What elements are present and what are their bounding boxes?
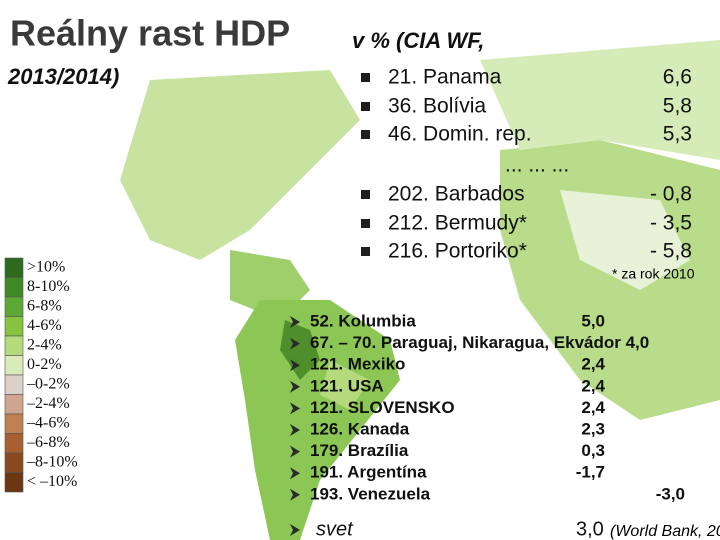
item-value: 0,3 [581, 441, 605, 460]
item-label: 121. Mexiko [310, 355, 405, 374]
subtitle: v % (CIA WF, [352, 28, 484, 53]
title: Reálny rast HDP [10, 13, 290, 54]
legend-swatch [4, 355, 24, 376]
item-label: 36. Bolívia [388, 95, 486, 118]
legend-label: 4-6% [27, 317, 62, 334]
item-label: 67. – 70. Paraguaj, Nikaragua, Ekvádor 4… [310, 333, 649, 352]
footnote: * za rok 2010 [612, 266, 695, 282]
arrow-bullet [290, 402, 300, 415]
item-label: 212. Bermudy* [388, 212, 527, 235]
bullet [361, 102, 370, 111]
legend-label: –2-4% [26, 395, 70, 412]
item-label: 193. Venezuela [310, 484, 431, 503]
legend-swatch [4, 257, 24, 278]
bullet [361, 130, 370, 139]
south-america-shape [235, 300, 400, 540]
legend-label: 0-2% [27, 356, 62, 373]
item-value: - 5,8 [650, 240, 692, 263]
item-value: 2,4 [581, 398, 605, 417]
legend-label: –6-8% [26, 434, 70, 451]
legend-label: 6-8% [27, 298, 62, 315]
item-value: 5,3 [663, 123, 692, 146]
legend-swatch [4, 452, 24, 473]
separator: ... ... ... [505, 154, 569, 177]
item-label: 202. Barbados [388, 183, 525, 206]
arrow-bullet [290, 524, 300, 536]
legend-label: –0-2% [26, 376, 70, 393]
item-label: 216. Portoriko* [388, 240, 527, 263]
legend-label: 2-4% [27, 337, 62, 354]
item-value: 6,6 [663, 66, 692, 89]
legend-swatch [4, 394, 24, 415]
item-label: 191. Argentína [310, 463, 427, 482]
arrow-bullet [290, 380, 300, 393]
bullet [361, 190, 370, 199]
legend-label: < –10% [27, 473, 77, 490]
item-label: 121. USA [310, 376, 384, 395]
item-label: 52. Kolumbia [310, 311, 416, 330]
item-value: - 0,8 [650, 183, 692, 206]
content: 21. Panama 6,6 36. Bolívia 5,8 46. Domin. re… [4, 66, 720, 540]
item-label: 46. Domin. rep. [388, 123, 532, 146]
map-background [120, 40, 720, 540]
legend-swatch [4, 472, 24, 493]
legend-label: >10% [27, 259, 65, 276]
world-source: (World Bank, 20 [610, 523, 720, 540]
item-label: 21. Panama [388, 66, 502, 89]
legend-swatch [4, 413, 24, 434]
legend-label: 8-10% [27, 278, 70, 295]
arrow-bullet [290, 467, 300, 480]
legend-label: –4-6% [26, 415, 70, 432]
arrow-bullet [290, 488, 300, 501]
bullet [361, 247, 370, 256]
legend-swatch [4, 433, 24, 454]
arrow-bullet [290, 359, 300, 372]
legend-swatch [4, 374, 24, 395]
brazil-shape [320, 360, 370, 410]
subtitle: 2013/2014) [7, 64, 119, 89]
item-value: -3,0 [656, 484, 685, 503]
arrow-bullet [290, 316, 300, 328]
north-america-shape [120, 70, 360, 260]
legend-swatch [4, 316, 24, 337]
arrow-bullet [290, 445, 300, 458]
item-value: -1,7 [576, 463, 605, 482]
item-label: 126. Kanada [310, 419, 410, 438]
arrow-bullet [290, 337, 300, 350]
legend-label: –8-10% [26, 454, 78, 471]
item-label: 179. Brazília [310, 441, 409, 460]
legend-swatch [4, 277, 24, 298]
europe-shape [480, 40, 720, 160]
world-label: svet [316, 518, 354, 540]
item-value: 2,4 [581, 355, 605, 374]
item-value: 5,0 [581, 311, 605, 330]
item-value: 2,3 [581, 419, 605, 438]
sahara-shape [560, 190, 690, 290]
legend-swatch [4, 296, 24, 317]
bullet [361, 219, 370, 228]
item-value: 2,4 [581, 376, 605, 395]
peru-shape [280, 320, 320, 380]
item-label: 121. SLOVENSKO [310, 398, 455, 417]
world-value: 3,0 [576, 518, 604, 540]
bullet [361, 73, 370, 82]
legend-swatch [4, 335, 24, 356]
arrow-bullet [290, 424, 300, 436]
item-value: 5,8 [663, 95, 692, 118]
item-value: - 3,5 [650, 212, 692, 235]
